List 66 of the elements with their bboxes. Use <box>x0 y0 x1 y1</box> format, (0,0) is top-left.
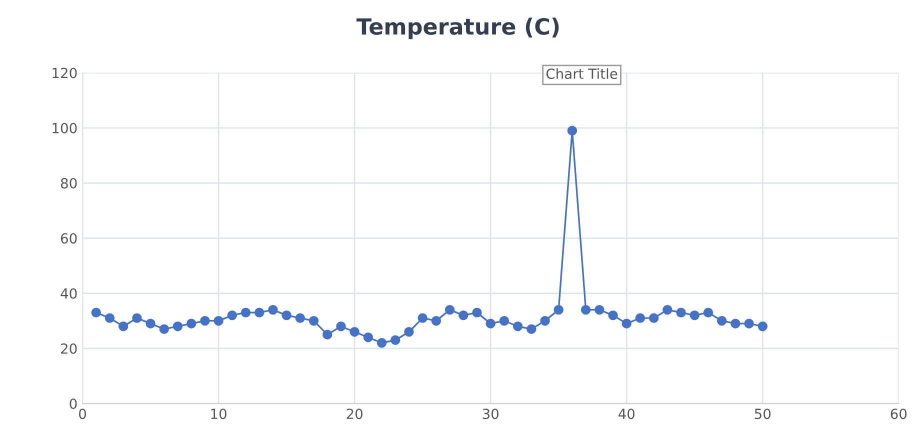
point <box>322 330 332 340</box>
point <box>472 308 482 318</box>
point <box>580 304 591 315</box>
y-tick-label: 100 <box>52 122 77 134</box>
point <box>608 310 618 320</box>
point <box>282 310 292 320</box>
point <box>91 308 101 318</box>
point <box>703 308 714 318</box>
point <box>186 318 196 328</box>
point <box>676 308 686 318</box>
point <box>295 313 306 323</box>
point <box>118 321 128 332</box>
point <box>268 304 278 315</box>
point <box>512 321 523 332</box>
x-tick-label: 0 <box>79 408 86 420</box>
point <box>622 318 632 328</box>
point <box>227 310 238 320</box>
x-tick-label: 30 <box>482 408 499 420</box>
point <box>744 318 754 328</box>
point <box>540 316 550 326</box>
point <box>526 324 536 334</box>
point <box>159 324 170 334</box>
y-tick-label: 60 <box>60 233 77 244</box>
point <box>214 316 224 326</box>
point <box>254 308 264 318</box>
x-tick-label: 40 <box>618 408 635 420</box>
point <box>594 304 604 315</box>
point <box>363 332 374 342</box>
point <box>567 126 578 136</box>
y-tick-label: 120 <box>52 68 77 78</box>
x-tick-label: 20 <box>346 408 362 420</box>
point <box>730 318 740 328</box>
point <box>132 313 142 323</box>
chart-title: Temperature (C) <box>356 18 559 40</box>
point <box>172 321 183 332</box>
point <box>240 308 251 318</box>
y-tick-label: 80 <box>60 178 77 188</box>
point <box>716 316 727 326</box>
annotation: Chart Title <box>546 68 618 79</box>
point <box>200 316 210 326</box>
y-tick-label: 40 <box>60 288 77 299</box>
point <box>758 321 768 332</box>
point <box>350 326 360 337</box>
point <box>404 326 414 337</box>
point <box>444 304 455 315</box>
point <box>635 313 646 323</box>
x-tick-label: 10 <box>211 408 226 420</box>
point <box>376 338 387 348</box>
point <box>499 316 510 326</box>
point <box>690 310 700 320</box>
point <box>390 335 400 345</box>
point <box>336 321 346 332</box>
point <box>431 316 442 326</box>
x-tick-label: 50 <box>754 408 771 420</box>
point <box>648 313 659 323</box>
point <box>662 304 672 315</box>
point <box>486 318 496 328</box>
y-tick-label: 0 <box>70 398 77 409</box>
point <box>104 313 115 323</box>
x-tick-label: 60 <box>890 408 907 420</box>
y-tick-label: 20 <box>61 343 77 354</box>
point <box>418 313 428 323</box>
point <box>146 318 156 328</box>
point <box>554 304 564 315</box>
point <box>458 310 468 320</box>
point <box>308 316 319 326</box>
